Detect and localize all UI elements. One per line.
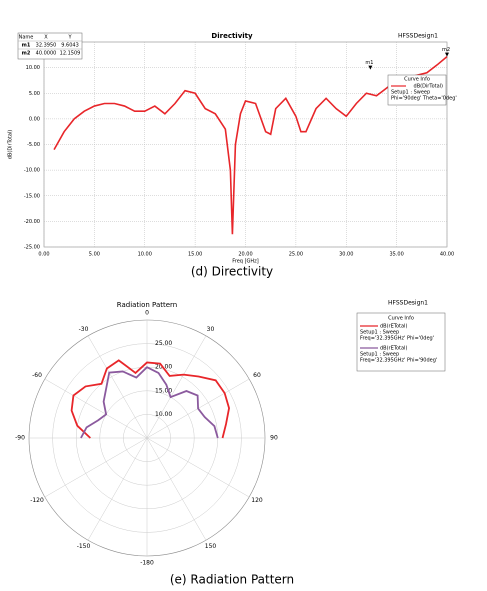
grid-spoke	[146, 335, 207, 439]
r-tick-label: 10.00	[155, 411, 172, 418]
data-line	[53, 55, 448, 235]
x-tick-label: 25.00	[289, 252, 303, 258]
angle-tick-label: 60	[253, 372, 261, 379]
angle-tick-label: -120	[30, 497, 44, 504]
legend-entry: dB(DirTotal)	[414, 84, 444, 90]
chart-title: Radiation Pattern	[117, 301, 178, 309]
grid-spoke	[87, 437, 148, 541]
grid-spoke	[87, 335, 148, 439]
marker-name: m2	[22, 51, 31, 57]
y-axis-label: dB(DirTotal)	[8, 130, 14, 160]
angle-tick-label: -60	[32, 372, 42, 379]
data-line	[80, 366, 219, 439]
angle-tick-label: -180	[140, 560, 154, 567]
legend-box	[387, 74, 447, 106]
chart-title: Directivity	[211, 32, 253, 40]
angle-tick-label: -30	[79, 326, 89, 333]
legend-detail: Setup1 : Sweep	[360, 330, 399, 336]
legend-detail: Freq='32.395GHz' Phi='0deg'	[360, 336, 434, 342]
legend-detail: Setup1 : Sweep	[391, 90, 430, 96]
r-tick-label: 25.00	[155, 340, 172, 347]
legend-detail: Freq='32.395GHz' Phi='90deg'	[360, 358, 437, 364]
r-tick-label: 15.00	[155, 387, 172, 394]
legend-title: Curve Info	[404, 77, 430, 83]
angle-tick-label: -90	[15, 435, 25, 442]
grid-spoke	[146, 437, 250, 498]
y-tick-label: -25.00	[24, 245, 40, 251]
y-tick-label: -5.00	[27, 142, 40, 148]
x-axis-label: Freq [GHz]	[232, 259, 259, 265]
legend-entry: dB(rETotal)	[380, 346, 407, 352]
y-tick-label: 10.00	[26, 65, 40, 71]
x-tick-label: 15.00	[188, 252, 202, 258]
x-tick-label: 20.00	[238, 252, 252, 258]
marker-table	[17, 32, 83, 60]
caption: (e) Radiation Pattern	[170, 573, 294, 587]
marker-label: m1	[365, 60, 373, 66]
design-name: HFSSDesign1	[398, 33, 438, 40]
angle-tick-label: 150	[205, 543, 217, 550]
legend-detail: Phi='90deg' Theta='0deg'	[391, 96, 457, 102]
angle-tick-label: 120	[251, 497, 263, 504]
marker-y: 9.6043	[61, 43, 79, 49]
marker	[368, 65, 373, 70]
marker-y: 12.1509	[60, 51, 81, 57]
marker-table-header: X	[44, 35, 48, 41]
data-line	[70, 359, 230, 439]
legend-detail: Setup1 : Sweep	[360, 352, 399, 358]
marker	[445, 52, 449, 57]
marker-table-header: Y	[67, 35, 72, 41]
y-tick-label: 5.00	[29, 91, 40, 97]
x-tick-label: 5.00	[89, 252, 100, 258]
marker-table-header: Name	[19, 35, 34, 41]
grid-spoke	[44, 378, 148, 439]
legend-entry: dB(rETotal)	[380, 324, 407, 330]
x-tick-label: 0.00	[38, 252, 49, 258]
x-tick-label: 40.00	[440, 252, 454, 258]
marker-x: 32.3950	[36, 43, 57, 49]
marker-name: m1	[22, 43, 31, 49]
angle-tick-label: 30	[207, 326, 215, 333]
y-tick-label: -15.00	[24, 193, 40, 199]
caption: (d) Directivity	[191, 265, 273, 279]
legend-box	[356, 312, 446, 372]
marker-label: m2	[442, 47, 450, 53]
grid-spoke	[44, 437, 148, 498]
design-name: HFSSDesign1	[388, 300, 428, 307]
angle-tick-label: 0	[145, 310, 149, 317]
grid-spoke	[146, 437, 207, 541]
legend-title: Curve Info	[388, 316, 414, 322]
x-tick-label: 35.00	[389, 252, 403, 258]
x-tick-label: 10.00	[138, 252, 152, 258]
y-tick-label: -10.00	[24, 168, 40, 174]
angle-tick-label: 90	[270, 435, 278, 442]
y-tick-label: 0.00	[29, 116, 40, 122]
x-tick-label: 30.00	[339, 252, 353, 258]
marker-x: 40.0000	[36, 51, 57, 57]
angle-tick-label: -150	[77, 543, 91, 550]
y-tick-label: -20.00	[24, 219, 40, 225]
